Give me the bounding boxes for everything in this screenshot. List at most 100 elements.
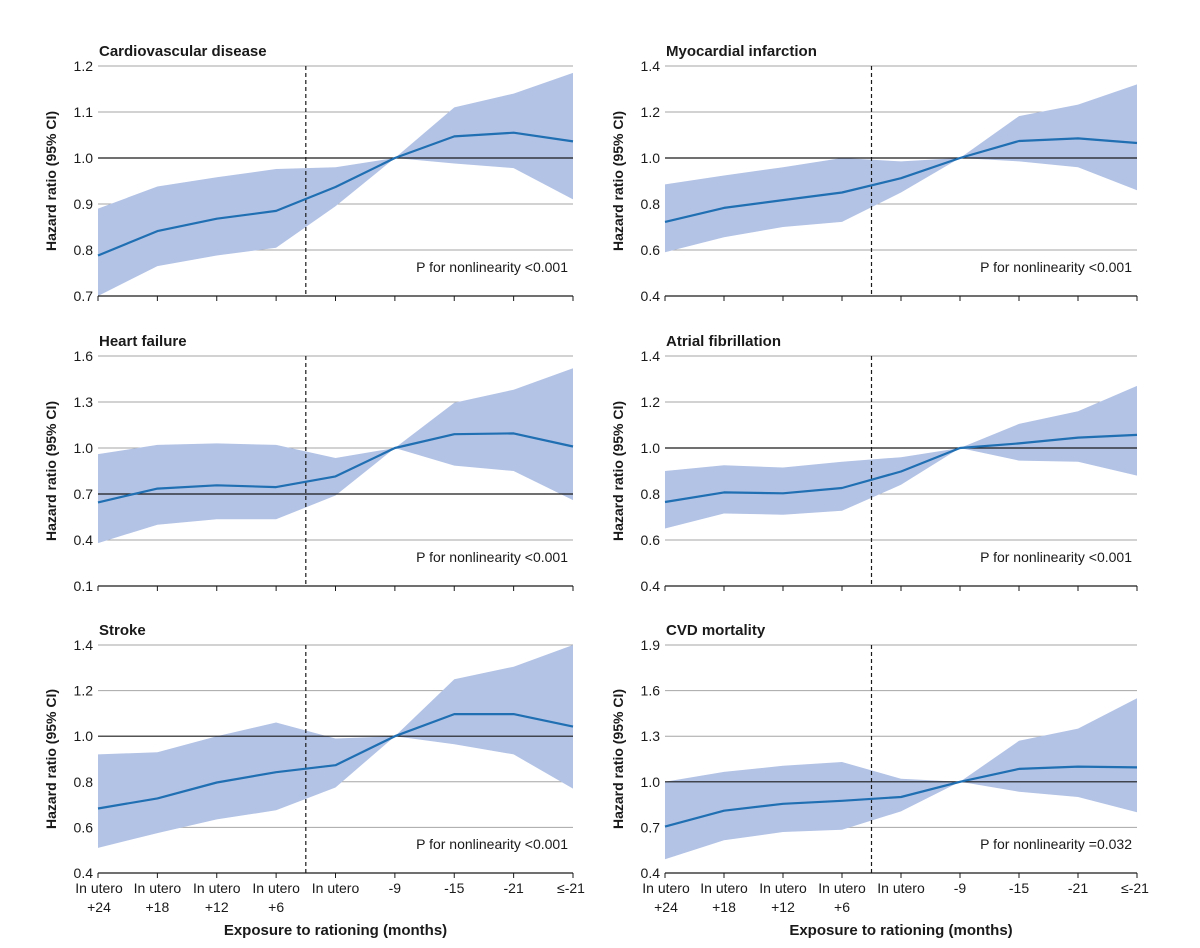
hazard-ratio-line [97,131,574,257]
y-tick-label: 1.3 [74,394,94,410]
y-tick-label: 1.6 [74,348,94,364]
x-tick-label-sub: +6 [834,899,850,915]
panel-3: 0.1 0.4 0.7 1.0 1.3 1.6 Hazard ratio (95% CI) H… [43,333,574,594]
confidence-band [98,72,573,297]
y-tick-label: 1.2 [74,58,94,74]
confidence-band [665,385,1137,529]
nonlinearity-annotation: P for nonlinearity <0.001 [416,549,568,565]
y-tick-label: 0.8 [74,774,94,790]
x-tick-label: -21 [1068,880,1088,896]
x-tick-label: -9 [389,880,402,896]
x-tick-label: In utero [759,880,807,896]
y-tick-label: 0.1 [74,578,94,594]
y-tick-label: 1.0 [74,440,94,456]
y-tick-label: 1.0 [74,150,94,166]
y-tick-label: 1.0 [74,728,94,744]
x-tick-label-sub: +12 [771,899,795,915]
x-tick-label: -15 [1009,880,1029,896]
x-tick-label-sub: +18 [712,899,736,915]
x-tick-label: In utero [642,880,690,896]
x-tick-label-sub: +24 [87,899,111,915]
panel-title: Cardiovascular disease [99,43,267,60]
panel-title: Atrial fibrillation [666,333,781,350]
y-tick-label: 0.7 [74,288,94,304]
y-tick-label: 0.7 [74,486,94,502]
nonlinearity-annotation: P for nonlinearity <0.001 [980,549,1132,565]
y-tick-label: 0.7 [641,819,661,835]
y-tick-label: 1.9 [641,637,661,653]
x-tick-label: -15 [444,880,464,896]
x-tick-label: In utero [75,880,123,896]
nonlinearity-annotation: P for nonlinearity <0.001 [980,259,1132,275]
confidence-band [98,368,573,544]
y-axis-label: Hazard ratio (95% CI) [610,689,626,829]
y-tick-label: 1.4 [74,637,94,653]
x-tick-label: In utero [877,880,925,896]
y-tick-label: 1.2 [641,394,661,410]
confidence-band [665,84,1137,253]
x-tick-label: ≤-21 [557,880,585,896]
hazard-ratio-line [664,433,1138,504]
y-tick-label: 1.2 [74,683,94,699]
x-tick-label: ≤-21 [1121,880,1149,896]
confidence-band [98,645,573,848]
y-tick-label: 0.8 [641,196,661,212]
nonlinearity-annotation: P for nonlinearity <0.001 [416,259,568,275]
x-tick-label: -9 [954,880,967,896]
panel-title: CVD mortality [666,622,766,639]
y-tick-label: 0.6 [641,532,661,548]
x-tick-label-sub: +18 [146,899,170,915]
x-tick-label: In utero [134,880,182,896]
x-tick-label: In utero [193,880,241,896]
x-tick-label: In utero [700,880,748,896]
y-tick-label: 0.8 [74,242,94,258]
panel-6: 0.4 0.7 1.0 1.3 1.6 1.9 Hazard ratio (95% CI) C… [610,622,1149,939]
panel-4: 0.4 0.6 0.8 1.0 1.2 1.4 Hazard ratio (95% CI) A… [610,333,1138,594]
y-tick-label: 0.4 [74,865,94,881]
x-tick-label-sub: +6 [268,899,284,915]
x-axis-label: Exposure to rationing (months) [789,922,1012,939]
y-axis-label: Hazard ratio (95% CI) [610,111,626,251]
nonlinearity-annotation: P for nonlinearity =0.032 [980,836,1132,852]
x-tick-label-sub: +24 [654,899,678,915]
y-tick-label: 0.4 [74,532,94,548]
panel-5: 0.4 0.6 0.8 1.0 1.2 1.4 Hazard ratio (95% CI) S… [43,622,585,939]
hazard-ratio-line [97,712,574,810]
y-tick-label: 0.4 [641,288,661,304]
y-tick-label: 1.1 [74,104,94,120]
panel-title: Myocardial infarction [666,43,817,60]
x-tick-label: In utero [818,880,866,896]
x-tick-label: -21 [504,880,524,896]
confidence-band [665,698,1137,860]
y-tick-label: 1.0 [641,774,661,790]
y-tick-label: 0.6 [74,819,94,835]
y-axis-label: Hazard ratio (95% CI) [43,111,59,251]
y-tick-label: 0.9 [74,196,94,212]
hazard-ratio-line [97,432,574,504]
nonlinearity-annotation: P for nonlinearity <0.001 [416,836,568,852]
y-tick-label: 0.4 [641,865,661,881]
x-tick-label: In utero [312,880,360,896]
hazard-ratio-line [664,765,1138,828]
panel-title: Stroke [99,622,146,639]
y-axis-label: Hazard ratio (95% CI) [43,689,59,829]
y-tick-label: 1.0 [641,150,661,166]
x-tick-label-sub: +12 [205,899,229,915]
y-axis-label: Hazard ratio (95% CI) [610,401,626,541]
y-tick-label: 1.3 [641,728,661,744]
y-tick-label: 0.4 [641,578,661,594]
y-tick-label: 1.0 [641,440,661,456]
y-tick-label: 0.6 [641,242,661,258]
hazard-ratio-line [664,137,1138,223]
y-tick-label: 1.4 [641,58,661,74]
panel-title: Heart failure [99,333,187,350]
y-tick-label: 1.4 [641,348,661,364]
x-tick-label: In utero [252,880,300,896]
y-axis-label: Hazard ratio (95% CI) [43,401,59,541]
y-tick-label: 1.6 [641,683,661,699]
x-axis-label: Exposure to rationing (months) [224,922,447,939]
y-tick-label: 1.2 [641,104,661,120]
y-tick-label: 0.8 [641,486,661,502]
panel-1: 0.7 0.8 0.9 1.0 1.1 1.2 Hazard ratio (95% CI) C… [43,43,574,304]
